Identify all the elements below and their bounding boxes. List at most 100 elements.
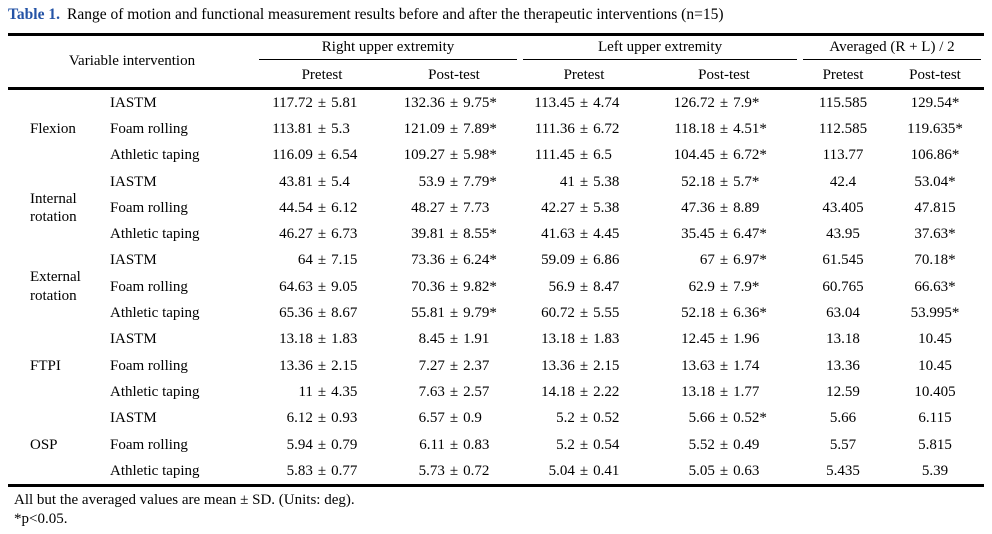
right-posttest-cell: 7.27 ±2.37 xyxy=(388,353,520,379)
header-right-pretest: Pretest xyxy=(256,63,388,90)
mean-value: 56.9 xyxy=(548,278,575,295)
variable-cell: FTPI xyxy=(30,357,61,374)
left-pretest-cell: 111.45 ±6.5 xyxy=(520,143,648,169)
plus-minus-sign: ± xyxy=(317,199,327,216)
avg-posttest-cell: 119.635* xyxy=(907,120,963,137)
right-posttest-cell: 73.36 ±6.24* xyxy=(388,248,520,274)
mean-value: 113.45 xyxy=(534,94,575,111)
left-pretest-cell: 13.36 ±2.15 xyxy=(520,353,648,379)
table-row: Foam rolling 113.81 ±5.3 121.09 ±7.89* 111.36… xyxy=(8,116,984,142)
table-row: Internal rotation IASTM 43.81 ±5.4 53.9 ±7.79… xyxy=(8,169,984,226)
plus-minus-sign: ± xyxy=(579,94,589,111)
right-pretest-cell: 44.54 ±6.12 xyxy=(256,195,388,221)
left-pretest-cell: 111.36 ±6.72 xyxy=(520,116,648,142)
mean-value: 111.45 xyxy=(534,147,575,164)
plus-minus-sign: ± xyxy=(449,147,459,164)
plus-minus-sign: ± xyxy=(719,173,729,190)
table-title-text: Range of motion and functional measureme… xyxy=(66,6,724,23)
intervention-cell: Foam rolling xyxy=(110,436,188,453)
sd-value: 5.98* xyxy=(463,147,497,164)
intervention-cell: Foam rolling xyxy=(110,357,188,374)
left-posttest-cell: 104.45 ±6.72* xyxy=(648,143,800,169)
right-pretest-cell: 116.09 ±6.54 xyxy=(256,143,388,169)
table-row: OSP IASTM 6.12 ±0.93 6.57 ±0.9 5.2 ±0.52 5.66 ±0.… xyxy=(8,406,984,452)
sd-value: 5.38 xyxy=(593,199,620,216)
right-posttest-cell: 121.09 ±7.89* xyxy=(388,116,520,142)
plus-minus-sign: ± xyxy=(449,357,459,374)
mean-value: 11 xyxy=(298,383,313,400)
table-caption: Table 1. Range of motion and functional m… xyxy=(8,4,986,26)
avg-pretest-cell: 5.66 xyxy=(829,410,857,427)
avg-pretest-cell: 60.765 xyxy=(822,278,864,295)
mean-value: 5.94 xyxy=(286,436,313,453)
left-pretest-cell: 59.09 ±6.86 xyxy=(520,248,648,274)
left-posttest-cell: 5.66 ±0.52* xyxy=(648,406,800,432)
plus-minus-sign: ± xyxy=(317,94,327,111)
plus-minus-sign: ± xyxy=(579,226,589,243)
mean-value: 35.45 xyxy=(681,226,715,243)
sd-value: 2.15 xyxy=(593,357,620,374)
plus-minus-sign: ± xyxy=(449,383,459,400)
left-pretest-cell: 56.9 ±8.47 xyxy=(520,274,648,300)
sd-value: 1.83 xyxy=(593,331,620,348)
mean-value: 67 xyxy=(699,252,715,269)
mean-value: 44.54 xyxy=(279,199,313,216)
sd-value: 5.55 xyxy=(593,305,620,322)
mean-value: 5.66 xyxy=(688,410,715,427)
sd-value: 6.97* xyxy=(733,252,767,269)
plus-minus-sign: ± xyxy=(719,410,729,427)
plus-minus-sign: ± xyxy=(317,252,327,269)
mean-value: 6.57 xyxy=(418,410,445,427)
mean-value: 48.27 xyxy=(411,199,445,216)
plus-minus-sign: ± xyxy=(317,357,327,374)
table-row: Athletic taping 46.27 ±6.73 39.81 ±8.55* 41.6… xyxy=(8,221,984,247)
intervention-cell: IASTM xyxy=(110,410,157,427)
right-posttest-cell: 39.81 ±8.55* xyxy=(388,221,520,247)
mean-value: 64.63 xyxy=(279,278,313,295)
right-pretest-cell: 11 ±4.35 xyxy=(256,379,388,405)
mean-value: 13.18 xyxy=(541,331,575,348)
mean-value: 109.27 xyxy=(403,147,445,164)
plus-minus-sign: ± xyxy=(579,199,589,216)
mean-value: 121.09 xyxy=(403,120,445,137)
sd-value: 5.7* xyxy=(733,173,760,190)
mean-value: 41 xyxy=(559,173,575,190)
sd-value: 8.89 xyxy=(733,199,760,216)
sd-value: 5.38 xyxy=(593,173,620,190)
sd-value: 0.63 xyxy=(733,462,760,479)
mean-value: 42.27 xyxy=(541,199,575,216)
plus-minus-sign: ± xyxy=(449,252,459,269)
sd-value: 1.91 xyxy=(463,331,490,348)
plus-minus-sign: ± xyxy=(317,278,327,295)
plus-minus-sign: ± xyxy=(719,436,729,453)
plus-minus-sign: ± xyxy=(449,278,459,295)
table-row: Flexion IASTM 117.72 ±5.81 132.36 ±9.75* 113.4… xyxy=(8,89,984,137)
left-posttest-cell: 47.36 ±8.89 xyxy=(648,195,800,221)
mean-value: 41.63 xyxy=(541,226,575,243)
sd-value: 0.52 xyxy=(593,410,620,427)
sd-value: 5.81 xyxy=(331,94,358,111)
sd-value: 5.4 xyxy=(331,173,350,190)
right-posttest-cell: 53.9 ±7.79* xyxy=(388,169,520,195)
mean-value: 5.04 xyxy=(548,462,575,479)
sd-value: 0.41 xyxy=(593,462,620,479)
avg-posttest-cell: 106.86* xyxy=(910,147,960,164)
sd-value: 7.79* xyxy=(463,173,497,190)
header-left-posttest: Post-test xyxy=(648,63,801,90)
sd-value: 6.73 xyxy=(331,226,358,243)
sd-value: 9.05 xyxy=(331,278,358,295)
header-averaged: Averaged (R + L) / 2 xyxy=(800,35,984,64)
plus-minus-sign: ± xyxy=(449,331,459,348)
sd-value: 7.89* xyxy=(463,120,497,137)
left-pretest-cell: 41 ±5.38 xyxy=(520,169,648,195)
sd-value: 0.9 xyxy=(463,410,482,427)
right-pretest-cell: 43.81 ±5.4 xyxy=(256,169,388,195)
left-posttest-cell: 52.18 ±6.36* xyxy=(648,300,800,326)
avg-pretest-cell: 61.545 xyxy=(822,252,864,269)
plus-minus-sign: ± xyxy=(579,120,589,137)
mean-value: 13.18 xyxy=(681,383,715,400)
sd-value: 9.82* xyxy=(463,278,497,295)
header-right-upper-extremity: Right upper extremity xyxy=(256,35,520,64)
sd-value: 4.45 xyxy=(593,226,620,243)
sd-value: 4.51* xyxy=(733,120,767,137)
